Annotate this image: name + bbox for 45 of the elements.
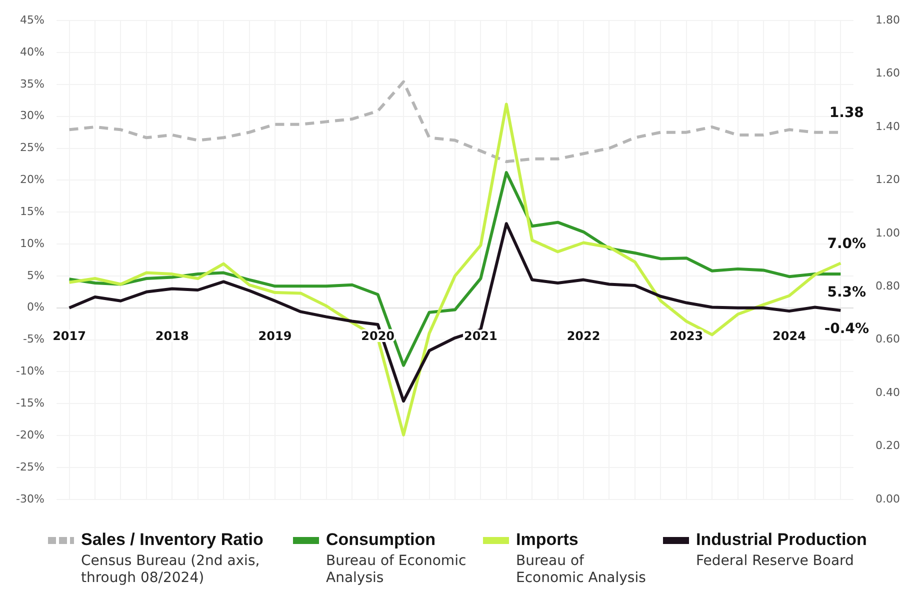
y-tick-label: -25%: [16, 460, 44, 474]
y-tick-label: 30%: [20, 109, 44, 122]
legend-label: Sales / Inventory Ratio: [81, 530, 264, 550]
data-label: 5.3%: [827, 284, 866, 301]
text: Federal Reserve Board: [695, 553, 855, 570]
y-tick-label: -30%: [16, 492, 44, 506]
data-label: -0.4%: [824, 321, 869, 338]
y-tick-label: 0%: [26, 300, 44, 314]
y2-tick-label: 1.40: [876, 120, 900, 133]
x-tick-label: 2017: [52, 329, 86, 344]
y-tick-label: 20%: [20, 173, 44, 186]
x-tick-label: 2019: [258, 329, 292, 344]
data-label: 7.0%: [827, 236, 866, 252]
y-tick-label: -5%: [22, 332, 44, 346]
y2-tick-label: 1.60: [876, 66, 900, 80]
y2-tick-label: 0.00: [876, 492, 900, 506]
y2-tick-label: 1.20: [876, 173, 900, 186]
y-tick-label: 45%: [20, 13, 44, 26]
x-tick-label: 2024: [772, 329, 806, 344]
x-tick-label: 2022: [566, 329, 600, 344]
text: Bureau of Economic Analysis: [515, 553, 647, 587]
y2-tick-label: 0.60: [876, 332, 900, 346]
text: Census Bureau (2nd axis, through 08/2024): [80, 553, 261, 587]
y-tick-label: 25%: [20, 141, 44, 154]
y2-tick-label: 0.40: [876, 386, 900, 399]
y-tick-label: -15%: [16, 396, 44, 410]
y-tick-label: -10%: [16, 364, 44, 378]
y-tick-label: 35%: [20, 77, 44, 90]
y-tick-label: 5%: [26, 268, 44, 282]
text: Bureau of Economic Analysis: [325, 553, 468, 587]
legend-label: Industrial Production: [696, 530, 867, 550]
y-tick-label: 40%: [20, 45, 44, 58]
y2-tick-label: 0.20: [876, 439, 900, 452]
legend-label: Imports: [516, 530, 578, 550]
y-tick-label: 10%: [20, 236, 44, 250]
y2-tick-label: 1.80: [876, 13, 900, 26]
x-tick-label: 2021: [464, 329, 498, 344]
data-label: 1.38: [829, 104, 864, 121]
x-tick-label: 2023: [670, 329, 704, 344]
y2-tick-label: 0.80: [876, 279, 900, 292]
y2-tick-label: 1.00: [876, 226, 900, 240]
legend-label: Consumption: [326, 530, 436, 550]
y-tick-label: 15%: [20, 204, 44, 218]
x-tick-label: 2018: [155, 329, 189, 344]
y-tick-label: -20%: [16, 428, 44, 442]
